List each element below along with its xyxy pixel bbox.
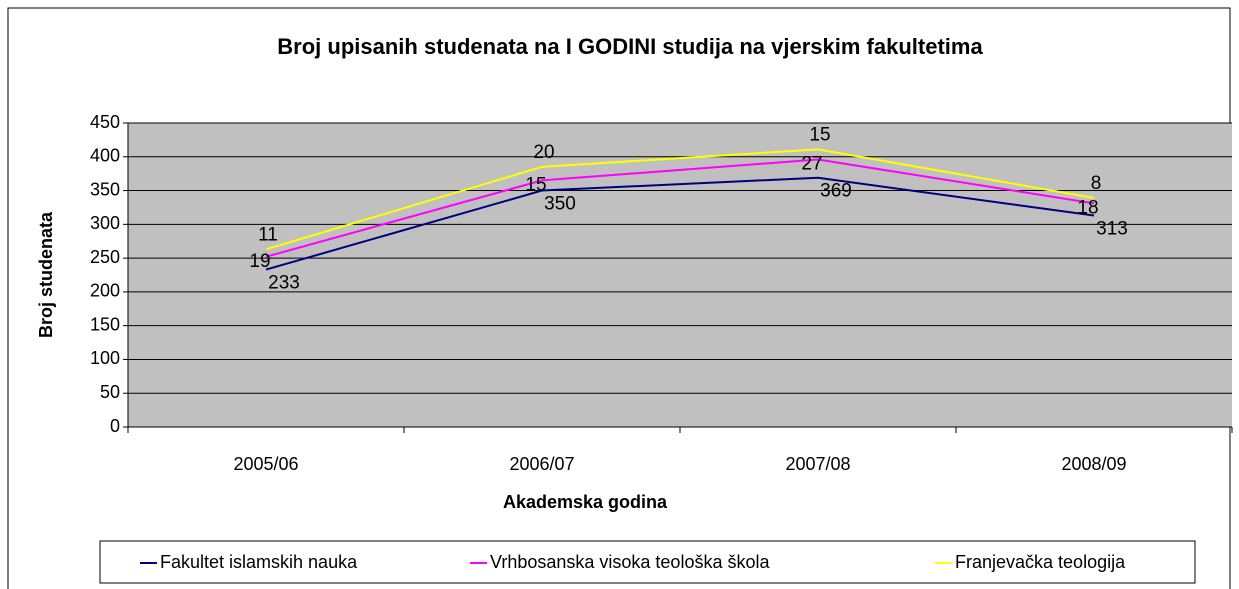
data-label: 15 [809, 124, 830, 145]
legend-label: Fakultet islamskih nauka [160, 552, 358, 572]
data-label: 11 [258, 224, 278, 245]
data-label: 350 [544, 194, 576, 215]
data-label: 18 [1077, 197, 1098, 218]
legend-label: Vrhbosanska visoka teološka škola [490, 552, 770, 572]
line [265, 158, 1095, 258]
data-label: 20 [533, 142, 554, 163]
line [265, 148, 1095, 251]
y-tick-label: 400 [90, 146, 120, 166]
data-label: 27 [801, 153, 822, 174]
y-tick-label: 150 [90, 314, 120, 334]
x-tick-label: 2007/08 [785, 454, 850, 474]
line [265, 176, 1095, 271]
data-label: 8 [1091, 173, 1102, 194]
data-label: 233 [268, 273, 300, 294]
data-label: 313 [1096, 219, 1128, 240]
data-label: 19 [249, 251, 270, 272]
y-tick-label: 100 [90, 348, 120, 368]
data-label: 15 [525, 174, 546, 195]
y-tick-label: 200 [90, 281, 120, 301]
y-axis-label: Broj studenata [36, 211, 56, 338]
plot-area [128, 123, 1232, 427]
y-tick-label: 50 [100, 382, 120, 402]
x-tick-label: 2008/09 [1061, 454, 1126, 474]
chart-title: Broj upisanih studenata na I GODINI stud… [277, 34, 983, 59]
data-label: 369 [820, 181, 852, 202]
x-tick-label: 2006/07 [509, 454, 574, 474]
y-tick-label: 300 [90, 213, 120, 233]
x-axis-label: Akademska godina [503, 492, 668, 512]
y-tick-label: 450 [90, 112, 120, 132]
legend [99, 540, 1196, 584]
y-tick-label: 0 [110, 416, 120, 436]
y-tick-label: 350 [90, 179, 120, 199]
legend-label: Franjevačka teologija [955, 552, 1126, 572]
x-tick-label: 2005/06 [233, 454, 298, 474]
y-tick-label: 250 [90, 247, 120, 267]
